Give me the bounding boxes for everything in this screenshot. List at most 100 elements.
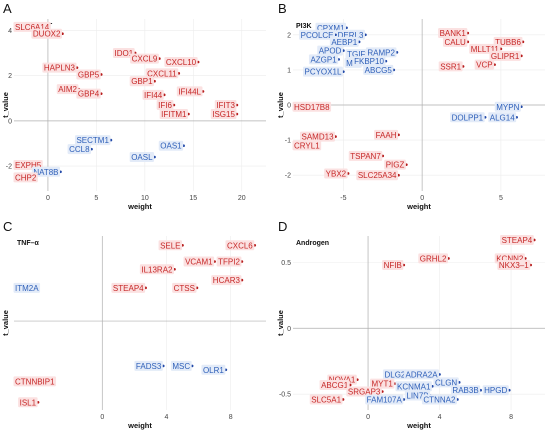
gene-label: FAM107A bbox=[367, 395, 403, 404]
gene-label: SLC25A34 bbox=[358, 171, 397, 180]
gene-label: CXCL6 bbox=[227, 241, 253, 250]
gene-gbp4: GBP4 bbox=[76, 88, 103, 99]
gene-label: KCNN2 bbox=[496, 254, 524, 263]
gene-label: MSC bbox=[172, 362, 190, 371]
gene-label-box bbox=[346, 386, 382, 397]
gene-label: GBP5 bbox=[78, 70, 100, 79]
gene-hpgd: HPGD bbox=[482, 385, 511, 396]
gene-label-box bbox=[300, 131, 336, 142]
gene-ybx2: YBX2 bbox=[324, 168, 350, 179]
gene-label: MLLT11 bbox=[471, 45, 500, 54]
panel-d-y-tick-label: 0.5 bbox=[281, 260, 291, 267]
gene-label-box bbox=[18, 397, 38, 408]
gene-label-box bbox=[488, 112, 517, 123]
gene-myt1: MYT1 bbox=[370, 378, 397, 389]
gene-sele: SELE bbox=[158, 240, 184, 251]
gene-label-box bbox=[395, 381, 432, 392]
gene-srgap3: SRGAP3 bbox=[346, 386, 384, 397]
gene-pcolce: PCOLCE bbox=[299, 29, 337, 40]
panel-b-x-tick-label: 5 bbox=[499, 195, 503, 202]
gene-label-box bbox=[134, 360, 163, 371]
gene-il13ra2: IL13RA2 bbox=[139, 264, 176, 275]
gene-label-box bbox=[142, 89, 164, 100]
gene-label-box bbox=[211, 275, 242, 286]
gene-label: TSPAN7 bbox=[350, 152, 381, 161]
gene-label: HSD17B8 bbox=[294, 103, 330, 112]
gene-nkx3-1: NKX3–1 bbox=[497, 260, 533, 270]
panel-a-x-tick-label: 0 bbox=[46, 195, 50, 202]
gene-label: LIN7B bbox=[406, 392, 428, 401]
gene-label: FAAH bbox=[376, 131, 397, 140]
panel-d-x-axis-title: weight bbox=[406, 421, 431, 430]
gene-fam107a: FAM107A bbox=[365, 394, 406, 405]
gene-label: TFPI2 bbox=[218, 258, 240, 267]
gene-label: SLC5A1 bbox=[311, 395, 341, 404]
panel-a-x-tick-label: 5 bbox=[94, 195, 98, 202]
gene-hapln3: HAPLN3 bbox=[42, 62, 79, 73]
gene-label: VCP bbox=[476, 61, 492, 70]
gene-label: SSR1 bbox=[440, 62, 461, 71]
gene-label-box bbox=[348, 150, 383, 161]
gene-clgn: CLGN bbox=[433, 377, 461, 388]
gene-fkbp10: FKBP10 bbox=[352, 56, 388, 67]
gene-label: RAB3B bbox=[452, 386, 478, 395]
gene-hcar3: HCAR3 bbox=[211, 275, 244, 286]
gene-label-box bbox=[489, 50, 521, 61]
gene-label-box bbox=[31, 166, 61, 177]
gene-label-box bbox=[382, 260, 404, 270]
gene-oas1: OAS1 bbox=[158, 140, 185, 151]
gene-label: IDO1 bbox=[114, 49, 133, 58]
gene-olr1: OLR1 bbox=[201, 364, 228, 375]
gene-label-box bbox=[172, 282, 197, 293]
gene-msc: MSC bbox=[170, 360, 194, 371]
gene-label-box bbox=[450, 385, 481, 396]
gene-slc5a1: SLC5A1 bbox=[309, 394, 345, 405]
panel-d-y-tick-label: 0 bbox=[287, 326, 291, 333]
panel-b-y-tick-label: 2 bbox=[287, 32, 291, 39]
gene-label: TUBB6 bbox=[495, 38, 521, 47]
gene-label-box bbox=[374, 129, 399, 140]
panel-b-y-axis-title: t_value bbox=[276, 92, 285, 118]
panel-a: AJAK–STAT05101520-2024weightt_valueSLC6A… bbox=[1, 1, 266, 211]
gene-label: NAT8B bbox=[33, 168, 58, 177]
gene-label: IFIT3 bbox=[216, 101, 235, 110]
gene-pigz: PIGZ bbox=[384, 159, 408, 170]
gene-label: CALU bbox=[444, 38, 466, 47]
gene-label-box bbox=[183, 256, 215, 267]
gene-label-box bbox=[450, 112, 485, 123]
gene-gbp5: GBP5 bbox=[76, 69, 103, 80]
gene-steap4: STEAP4 bbox=[111, 282, 147, 293]
gene-azgp1: AZGP1 bbox=[308, 54, 340, 65]
gene-oasl: OASL bbox=[129, 152, 156, 163]
gene-label: GLIPR1 bbox=[491, 52, 520, 61]
gene-label-box bbox=[31, 28, 62, 39]
gene-label: IFI44L bbox=[178, 87, 201, 96]
gene-kcnma1: KCNMA1 bbox=[395, 381, 434, 392]
gene-duox2: DUOX2 bbox=[31, 28, 64, 39]
gene-label-box bbox=[497, 260, 531, 270]
gene-label: ABCG1 bbox=[321, 381, 349, 390]
gene-label-box bbox=[319, 379, 350, 390]
gene-apod: APOD bbox=[317, 45, 345, 56]
gene-label: CTNNBIP1 bbox=[15, 377, 55, 386]
gene-label-box bbox=[365, 394, 404, 405]
gene-pcyox1l: PCYOX1L bbox=[302, 66, 345, 77]
gene-label: OLR1 bbox=[203, 366, 224, 375]
panel-d-x-tick-label: 0 bbox=[366, 414, 370, 421]
panel-b-title: PI3K bbox=[296, 23, 312, 30]
gene-label-box bbox=[201, 364, 226, 375]
gene-cxcl10: CXCL10 bbox=[164, 57, 200, 67]
gene-grhl2: GRHL2 bbox=[418, 253, 450, 264]
gene-label: CTSS bbox=[174, 284, 195, 293]
gene-label: CPXM1 bbox=[317, 24, 345, 33]
panel-a-y-tick-label: -2 bbox=[6, 164, 12, 171]
gene-label-box bbox=[76, 69, 101, 80]
panel-a-y-axis-title: t_value bbox=[1, 92, 10, 118]
gene-label: DUOX2 bbox=[33, 30, 61, 39]
gene-label-box bbox=[363, 64, 394, 75]
gene-label: CXCL11 bbox=[147, 69, 177, 78]
gene-gbp1: GBP1 bbox=[129, 76, 156, 87]
gene-label-box bbox=[317, 45, 343, 56]
gene-label: DERL3 bbox=[338, 31, 364, 40]
